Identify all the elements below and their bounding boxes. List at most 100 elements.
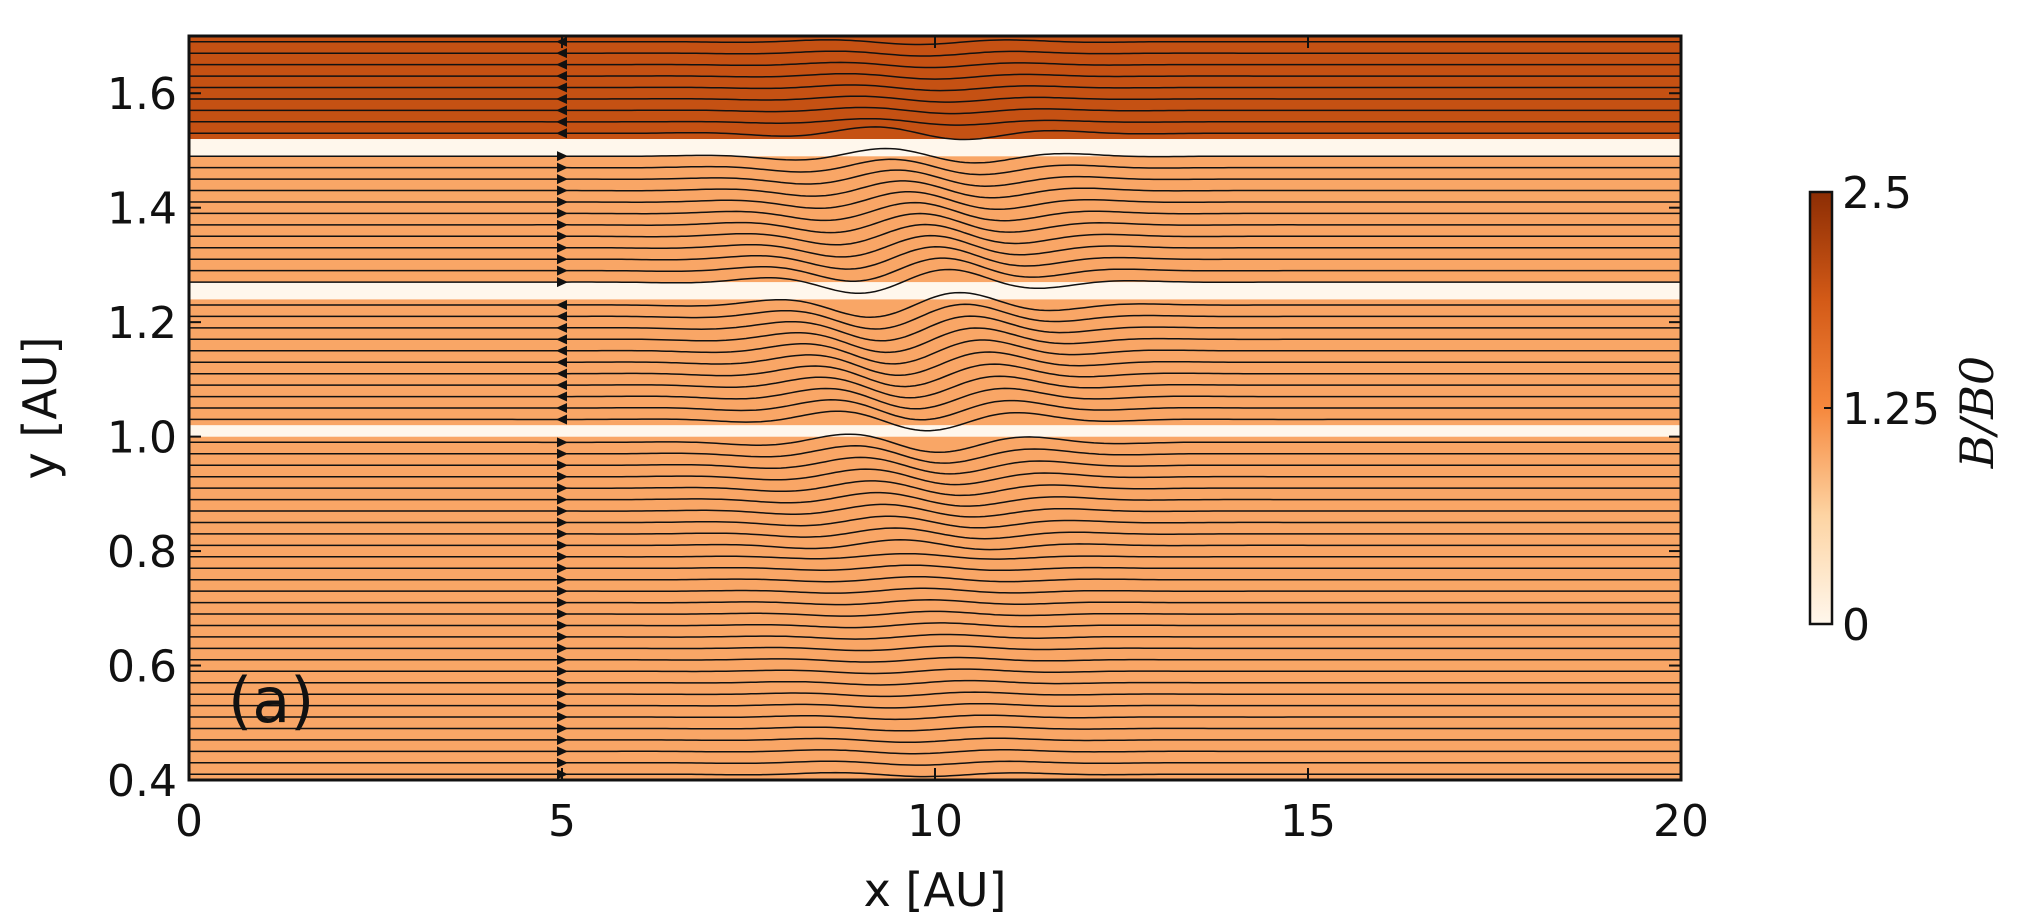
colorbar-title: B/B0 [1950, 356, 2004, 469]
field-arrow [557, 494, 568, 505]
x-tick-label: 20 [1653, 796, 1709, 847]
field-line [189, 387, 1681, 410]
field-line [189, 246, 1681, 270]
y-tick-label: 1.0 [107, 413, 177, 464]
field-line [189, 375, 1681, 399]
field-band-3 [189, 282, 1681, 300]
field-arrow [557, 757, 568, 768]
x-tick-label: 5 [548, 796, 576, 847]
field-arrow [556, 48, 567, 59]
field-line [189, 84, 1681, 92]
field-arrow [557, 677, 568, 688]
field-line [189, 468, 1681, 486]
field-line [189, 633, 1681, 640]
field-arrow [557, 437, 568, 448]
field-arrow [557, 174, 568, 185]
field-arrow [556, 380, 567, 391]
field-arrow [557, 517, 568, 528]
field-line [189, 564, 1681, 572]
field-line [189, 72, 1681, 80]
field-band-5 [189, 139, 1681, 157]
field-arrow [556, 299, 567, 310]
field-arrow [557, 506, 568, 517]
field-line [189, 714, 1681, 721]
field-arrow [557, 551, 568, 562]
field-line [189, 106, 1681, 115]
field-line [189, 445, 1681, 464]
field-line [189, 180, 1681, 199]
y-tick-label: 0.4 [107, 756, 177, 807]
field-line [189, 291, 1681, 318]
field-arrow [557, 162, 568, 173]
field-arrow [556, 93, 567, 104]
field-line [189, 702, 1681, 709]
field-arrow [556, 391, 567, 402]
colorbar-tick-label: 2.5 [1842, 168, 1912, 219]
field-arrow [556, 357, 567, 368]
field-arrow [556, 59, 567, 70]
field-line [189, 433, 1681, 454]
field-line [189, 587, 1681, 594]
field-line [189, 201, 1681, 222]
field-line [189, 268, 1681, 295]
colorbar: 0 1.25 2.5 B/B0 [1808, 168, 2004, 651]
field-line [189, 610, 1681, 617]
field-arrow [557, 185, 568, 196]
y-tick-label: 1.6 [107, 69, 177, 120]
field-line [189, 760, 1681, 766]
field-line [189, 363, 1681, 388]
field-line [189, 212, 1681, 234]
field-arrow [556, 368, 567, 379]
x-tick-label: 15 [1280, 796, 1336, 847]
field-arrow [556, 105, 567, 116]
field-line [189, 303, 1681, 330]
field-arrow [556, 71, 567, 82]
field-line [189, 257, 1681, 282]
field-arrow [557, 265, 568, 276]
field-line [189, 147, 1681, 164]
field-line [189, 668, 1681, 675]
field-line [189, 327, 1681, 354]
field-arrow [557, 609, 568, 620]
y-tick-label: 1.4 [107, 184, 177, 235]
field-arrow [557, 242, 568, 253]
colorbar-tick-label: 1.25 [1842, 384, 1940, 435]
field-arrow [557, 666, 568, 677]
y-axis-title: y [AU] [13, 337, 67, 480]
field-arrow [557, 219, 568, 230]
field-arrow [557, 746, 568, 757]
field-arrow [557, 734, 568, 745]
x-axis-title: x [AU] [864, 863, 1007, 917]
field-line [189, 169, 1681, 187]
colorbar-ticks: 0 1.25 2.5 [1824, 168, 1940, 651]
field-line [189, 158, 1681, 176]
field-arrow [557, 597, 568, 608]
field-line [189, 656, 1681, 663]
field-arrow [556, 345, 567, 356]
field-line [189, 503, 1681, 518]
field-arrow [557, 643, 568, 654]
field-arrow [557, 460, 568, 471]
field-line [189, 725, 1681, 732]
field-arrow [557, 620, 568, 631]
field-arrow [556, 82, 567, 93]
field-line [189, 126, 1681, 141]
field-direction-arrows [556, 36, 568, 780]
field-arrow [556, 116, 567, 127]
field-arrow [557, 196, 568, 207]
field-arrow [557, 277, 568, 288]
field-line [189, 539, 1681, 551]
field-line [189, 61, 1681, 69]
field-line [189, 527, 1681, 540]
field-arrow [557, 723, 568, 734]
y-tick-label: 0.6 [107, 642, 177, 693]
field-line [189, 399, 1681, 421]
panel-label: (a) [228, 664, 314, 737]
field-line [189, 622, 1681, 629]
field-line [189, 491, 1681, 507]
field-line [189, 50, 1681, 57]
field-line [189, 576, 1681, 583]
field-line [189, 456, 1681, 475]
x-tick-label: 0 [175, 796, 203, 847]
